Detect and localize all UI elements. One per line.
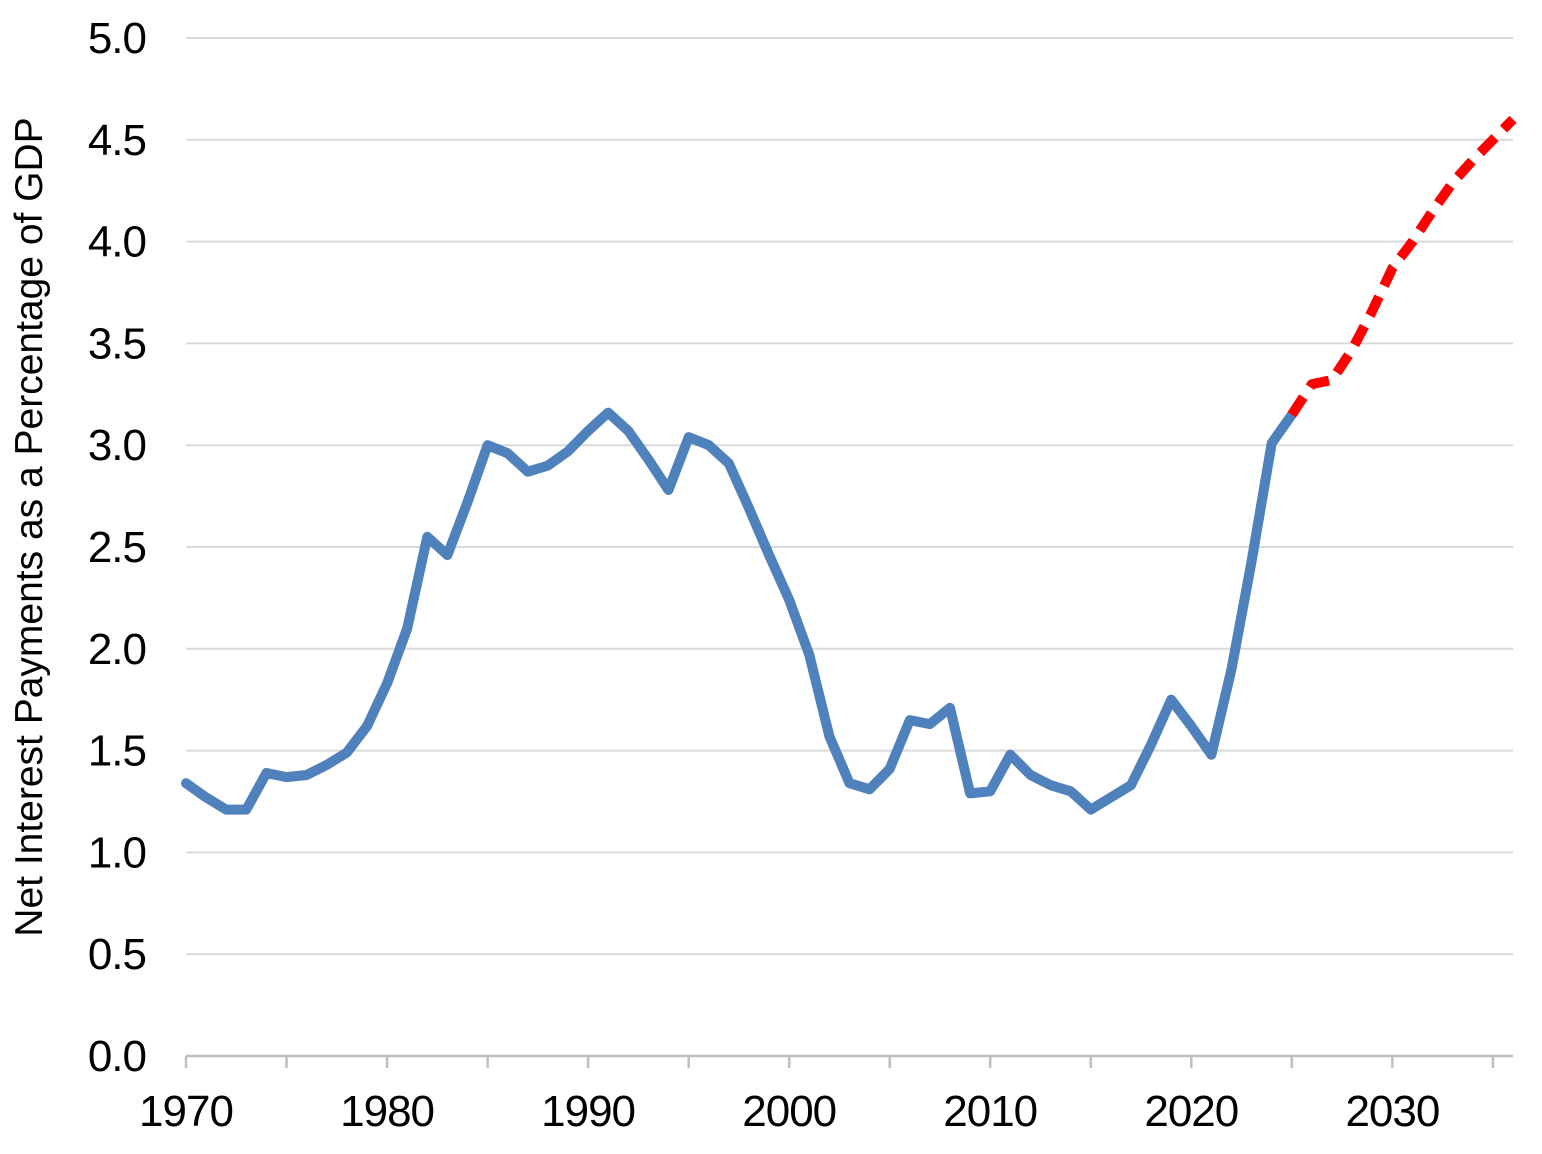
y-tick-label-5.0: 5.0 xyxy=(88,14,146,63)
x-tick-label-2020: 2020 xyxy=(1144,1087,1238,1136)
y-tick-label-0.0: 0.0 xyxy=(88,1032,146,1081)
gridlines-group xyxy=(186,37,1513,956)
y-tick-label-4.5: 4.5 xyxy=(88,116,146,165)
axes-group xyxy=(184,1054,1513,1068)
historical-line xyxy=(181,407,1297,815)
x-tick-label-1970: 1970 xyxy=(139,1087,233,1136)
y-tick-label-0.5: 0.5 xyxy=(88,930,146,979)
y-tick-label-4.0: 4.0 xyxy=(88,218,146,267)
y-axis-title: Net Interest Payments as a Percentage of… xyxy=(8,117,51,936)
projected-line xyxy=(1287,115,1517,418)
x-tick-label-1990: 1990 xyxy=(541,1087,635,1136)
x-tick-label-2000: 2000 xyxy=(742,1087,836,1136)
x-tick-label-1980: 1980 xyxy=(340,1087,434,1136)
y-tick-label-1.0: 1.0 xyxy=(88,828,146,877)
y-tick-label-3.5: 3.5 xyxy=(88,319,146,368)
data-series-group xyxy=(181,115,1517,815)
y-tick-label-3.0: 3.0 xyxy=(88,421,146,470)
x-tick-label-2030: 2030 xyxy=(1345,1087,1439,1136)
y-tick-label-1.5: 1.5 xyxy=(88,727,146,776)
y-tick-label-2.0: 2.0 xyxy=(88,625,146,674)
axis-labels-group: 0.0 0.5 1.0 1.5 2.0 2.5 3.0 3.5 4.0 4.5 5.0 1970 198… xyxy=(88,14,1441,1136)
x-tick-label-2010: 2010 xyxy=(943,1087,1037,1136)
y-tick-label-2.5: 2.5 xyxy=(88,523,146,572)
